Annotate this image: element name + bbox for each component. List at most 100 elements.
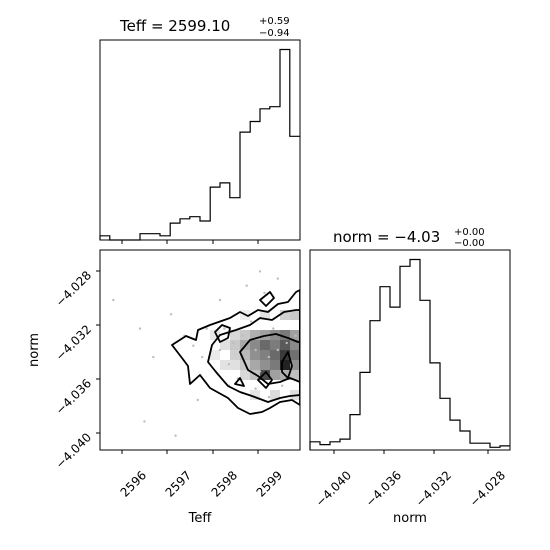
scatter-point (218, 298, 222, 302)
norm-title: norm = −4.03 (333, 228, 440, 246)
teff-title-sub: −0.94 (259, 28, 290, 39)
scatter-point (205, 327, 208, 330)
norm-marginal-panel: −4.040 −4.036 −4.032 −4.028 norm norm = … (309, 227, 511, 526)
contour-middle (207, 309, 300, 403)
scatter-point (112, 298, 115, 302)
scatter-point (152, 355, 155, 359)
density-cell (270, 340, 280, 350)
norm-marginal-frame (309, 249, 511, 451)
density-cell (220, 340, 230, 350)
scatter-point (232, 341, 235, 345)
scatter-point (272, 327, 275, 330)
norm-x-axis-label: norm (393, 511, 427, 526)
scatter-point (258, 270, 262, 273)
density-cell (290, 340, 300, 350)
scatter-point (196, 398, 199, 402)
contour-outer (171, 289, 300, 415)
density-cell (270, 360, 280, 370)
y-tick-label: −4.032 (53, 322, 94, 363)
density-cell (290, 310, 300, 320)
joint-xticks: 2596 2597 2598 2599 (118, 450, 285, 500)
density-cell (280, 310, 290, 320)
x-tick-label: −4.032 (413, 468, 454, 509)
joint-frame (99, 249, 301, 451)
scatter-point (294, 334, 297, 337)
density-cell (250, 330, 260, 340)
contour-small-e (281, 351, 293, 379)
norm-histogram (309, 258, 510, 450)
contour-small-d (257, 371, 273, 389)
teff-marginal-panel: Teff = 2599.10 +0.59 −0.94 (99, 16, 301, 244)
x-tick-label: −4.040 (313, 468, 354, 509)
density-cell (260, 350, 270, 360)
joint-yticks: −4.028 −4.032 −4.036 −4.040 (53, 268, 100, 472)
density-cell (240, 370, 250, 380)
density-cell (260, 360, 270, 370)
scatter-point (201, 355, 204, 359)
scatter-point (285, 341, 288, 345)
density-cell (210, 350, 220, 360)
x-tick-label: 2596 (118, 468, 149, 499)
teff-marginal-xticks (121, 240, 259, 244)
teff-histogram (99, 48, 300, 241)
contour-small-b (259, 291, 275, 307)
scatter-point (276, 348, 279, 352)
y-tick-label: −4.028 (53, 268, 94, 309)
scatter-point (174, 434, 177, 437)
density-cell (280, 340, 290, 350)
density-cell (280, 350, 290, 360)
scatter-point (281, 384, 284, 387)
density-cell (230, 350, 240, 360)
scatter-point (218, 348, 222, 352)
x-tick-label: 2597 (163, 468, 194, 499)
x-tick-label: 2598 (209, 468, 240, 499)
density-cell (240, 330, 250, 340)
scatter-point (254, 387, 257, 390)
density-cell (250, 360, 260, 370)
density-cell (230, 330, 240, 340)
y-tick-label: −4.036 (53, 376, 94, 417)
x-tick-label: 2599 (254, 468, 285, 499)
density-cell (260, 310, 270, 320)
norm-title-sub: −0.00 (454, 238, 485, 249)
teff-title-sup: +0.59 (259, 16, 290, 27)
density-shading (112, 270, 300, 437)
norm-title-sup: +0.00 (454, 227, 485, 238)
scatter-point (169, 313, 173, 316)
density-cell (220, 360, 230, 370)
density-cell (210, 330, 220, 340)
teff-marginal-frame (99, 39, 301, 241)
y-axis-label: norm (27, 333, 42, 367)
y-tick-label: −4.040 (53, 430, 94, 471)
density-cell (290, 370, 300, 380)
density-cell (250, 340, 260, 350)
scatter-point (241, 334, 244, 337)
joint-panel: 2596 2597 2598 2599 −4.028 −4.032 −4.036… (27, 249, 301, 526)
density-cell (270, 350, 280, 360)
x-axis-label: Teff (188, 511, 213, 526)
density-cell (280, 330, 290, 340)
density-cell (290, 350, 300, 360)
density-cell (240, 350, 250, 360)
x-tick-label: −4.028 (467, 468, 508, 509)
density-cell (260, 370, 270, 380)
density-cell (250, 390, 260, 400)
density-cell (270, 390, 280, 400)
scatter-point (267, 355, 271, 359)
x-tick-label: −4.036 (363, 468, 404, 509)
scatter-point (254, 348, 257, 352)
scatter-point (192, 344, 195, 347)
scatter-point (276, 277, 279, 280)
density-cell (290, 360, 300, 370)
norm-xticks: −4.040 −4.036 −4.032 −4.028 (313, 450, 508, 510)
scatter-point (258, 370, 262, 373)
scatter-point (138, 327, 142, 330)
scatter-point (245, 284, 248, 287)
density-cell (270, 370, 280, 380)
density-cell (230, 360, 240, 370)
density-cell (250, 350, 260, 360)
density-cell (260, 340, 270, 350)
density-cell (230, 340, 240, 350)
scatter-point (245, 355, 248, 359)
